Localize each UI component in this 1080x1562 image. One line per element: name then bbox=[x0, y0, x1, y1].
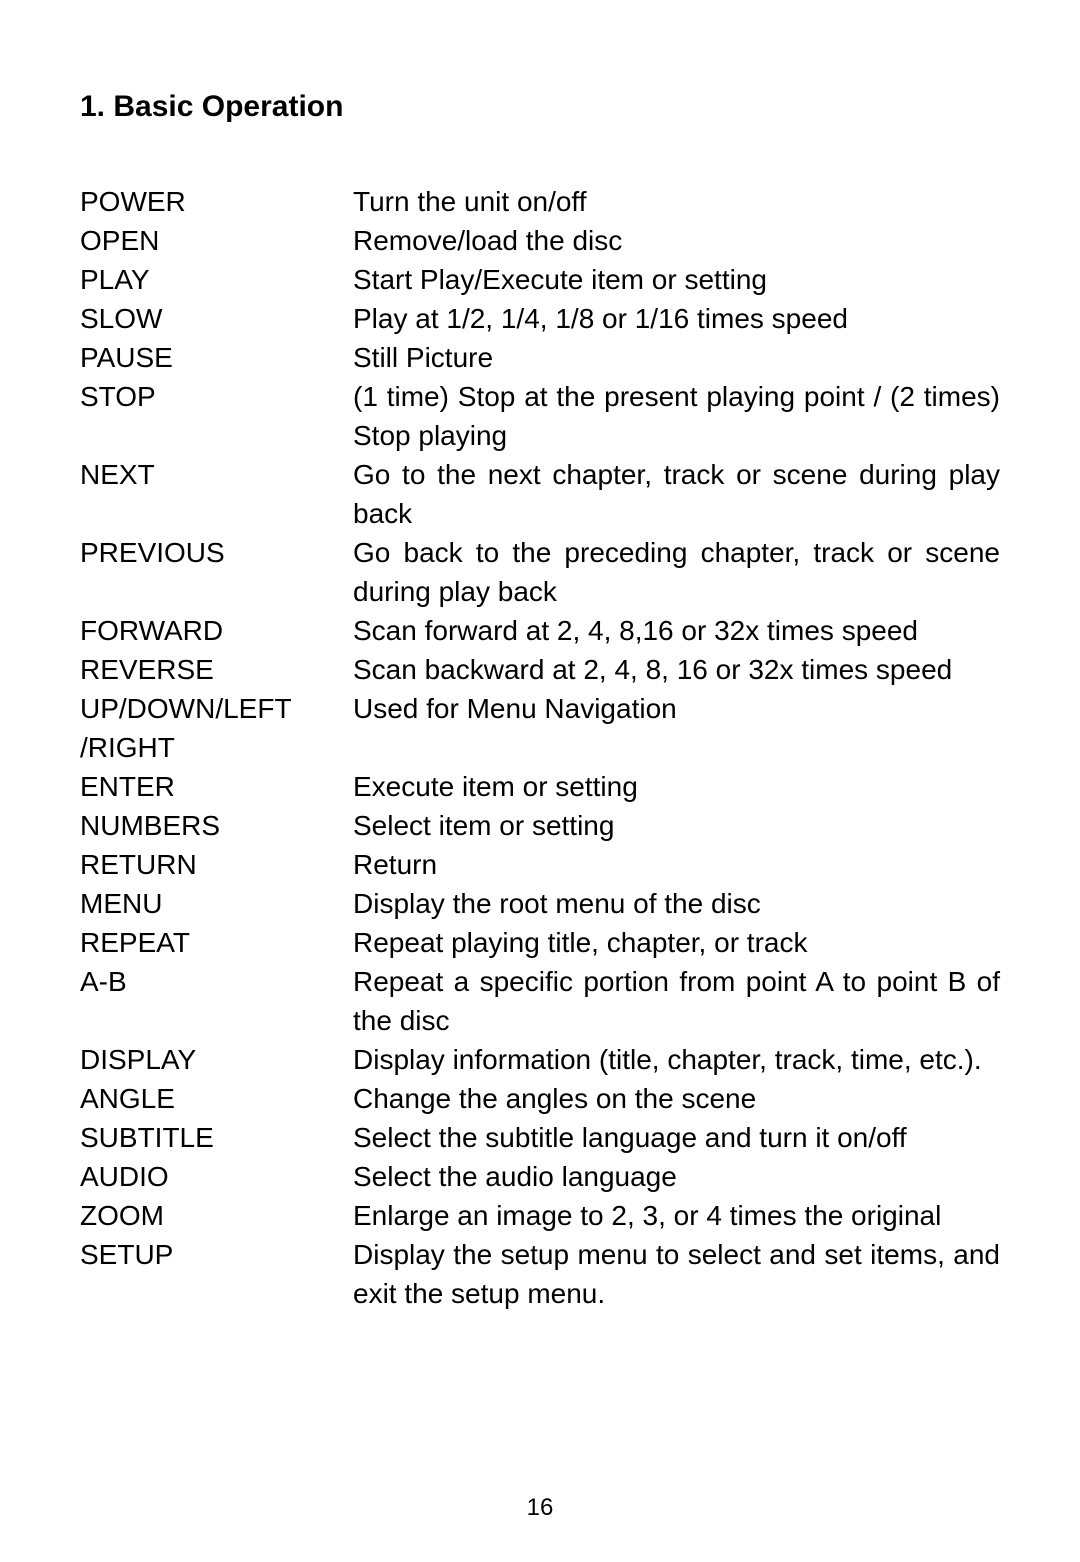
term-description: Turn the unit on/off bbox=[353, 182, 1000, 221]
term-label: FORWARD bbox=[80, 611, 353, 650]
term-label: OPEN bbox=[80, 221, 353, 260]
term-description: Play at 1/2, 1/4, 1/8 or 1/16 times spee… bbox=[353, 299, 1000, 338]
term-description: Select the subtitle language and turn it… bbox=[353, 1118, 1000, 1157]
term-label: ANGLE bbox=[80, 1079, 353, 1118]
term-label: REPEAT bbox=[80, 923, 353, 962]
term-description: Go to the next chapter, track or scene d… bbox=[353, 455, 1000, 533]
table-row: ZOOM Enlarge an image to 2, 3, or 4 time… bbox=[80, 1196, 1000, 1235]
term-label: SUBTITLE bbox=[80, 1118, 353, 1157]
term-description: Remove/load the disc bbox=[353, 221, 1000, 260]
term-label: AUDIO bbox=[80, 1157, 353, 1196]
term-description: Go back to the preceding chapter, track … bbox=[353, 533, 1000, 611]
term-label: UP/DOWN/LEFT /RIGHT bbox=[80, 689, 353, 767]
term-description: Select the audio language bbox=[353, 1157, 1000, 1196]
term-description: Scan backward at 2, 4, 8, 16 or 32x time… bbox=[353, 650, 1000, 689]
table-row: NEXT Go to the next chapter, track or sc… bbox=[80, 455, 1000, 533]
term-description: Still Picture bbox=[353, 338, 1000, 377]
term-label: POWER bbox=[80, 182, 353, 221]
term-description: Used for Menu Navigation bbox=[353, 689, 1000, 728]
term-description: Display the root menu of the disc bbox=[353, 884, 1000, 923]
term-label: A-B bbox=[80, 962, 353, 1001]
table-row: REVERSE Scan backward at 2, 4, 8, 16 or … bbox=[80, 650, 1000, 689]
table-row: SETUP Display the setup menu to select a… bbox=[80, 1235, 1000, 1313]
table-row: OPEN Remove/load the disc bbox=[80, 221, 1000, 260]
term-label: PREVIOUS bbox=[80, 533, 353, 572]
term-label: PAUSE bbox=[80, 338, 353, 377]
term-description: Repeat playing title, chapter, or track bbox=[353, 923, 1000, 962]
term-label: NUMBERS bbox=[80, 806, 353, 845]
term-label: REVERSE bbox=[80, 650, 353, 689]
table-row: SLOW Play at 1/2, 1/4, 1/8 or 1/16 times… bbox=[80, 299, 1000, 338]
term-description: (1 time) Stop at the present playing poi… bbox=[353, 377, 1000, 455]
term-label: PLAY bbox=[80, 260, 353, 299]
term-label: SLOW bbox=[80, 299, 353, 338]
term-label: ZOOM bbox=[80, 1196, 353, 1235]
term-description: Scan forward at 2, 4, 8,16 or 32x times … bbox=[353, 611, 1000, 650]
term-description: Enlarge an image to 2, 3, or 4 times the… bbox=[353, 1196, 1000, 1235]
table-row: FORWARD Scan forward at 2, 4, 8,16 or 32… bbox=[80, 611, 1000, 650]
term-label: MENU bbox=[80, 884, 353, 923]
term-description: Execute item or setting bbox=[353, 767, 1000, 806]
table-row: NUMBERS Select item or setting bbox=[80, 806, 1000, 845]
table-row: PREVIOUS Go back to the preceding chapte… bbox=[80, 533, 1000, 611]
table-row: RETURN Return bbox=[80, 845, 1000, 884]
table-row: STOP (1 time) Stop at the present playin… bbox=[80, 377, 1000, 455]
page-number: 16 bbox=[0, 1494, 1080, 1522]
term-description: Start Play/Execute item or setting bbox=[353, 260, 1000, 299]
table-row: PAUSE Still Picture bbox=[80, 338, 1000, 377]
term-label: RETURN bbox=[80, 845, 353, 884]
term-description: Return bbox=[353, 845, 1000, 884]
table-row: A-B Repeat a specific portion from point… bbox=[80, 962, 1000, 1040]
term-description: Repeat a specific portion from point A t… bbox=[353, 962, 1000, 1040]
section-heading: 1. Basic Operation bbox=[80, 90, 1000, 124]
table-row: AUDIO Select the audio language bbox=[80, 1157, 1000, 1196]
table-row: PLAY Start Play/Execute item or setting bbox=[80, 260, 1000, 299]
term-label: NEXT bbox=[80, 455, 353, 494]
table-row: UP/DOWN/LEFT /RIGHT Used for Menu Naviga… bbox=[80, 689, 1000, 767]
table-row: ANGLE Change the angles on the scene bbox=[80, 1079, 1000, 1118]
term-label: SETUP bbox=[80, 1235, 353, 1274]
term-label: DISPLAY bbox=[80, 1040, 353, 1079]
term-description: Display information (title, chapter, tra… bbox=[353, 1040, 1000, 1079]
term-description: Change the angles on the scene bbox=[353, 1079, 1000, 1118]
term-label: STOP bbox=[80, 377, 353, 416]
operations-list: POWER Turn the unit on/off OPEN Remove/l… bbox=[80, 182, 1000, 1313]
term-description: Select item or setting bbox=[353, 806, 1000, 845]
table-row: ENTER Execute item or setting bbox=[80, 767, 1000, 806]
term-description: Display the setup menu to select and set… bbox=[353, 1235, 1000, 1313]
table-row: MENU Display the root menu of the disc bbox=[80, 884, 1000, 923]
table-row: POWER Turn the unit on/off bbox=[80, 182, 1000, 221]
table-row: SUBTITLE Select the subtitle language an… bbox=[80, 1118, 1000, 1157]
table-row: DISPLAY Display information (title, chap… bbox=[80, 1040, 1000, 1079]
table-row: REPEAT Repeat playing title, chapter, or… bbox=[80, 923, 1000, 962]
term-label: ENTER bbox=[80, 767, 353, 806]
